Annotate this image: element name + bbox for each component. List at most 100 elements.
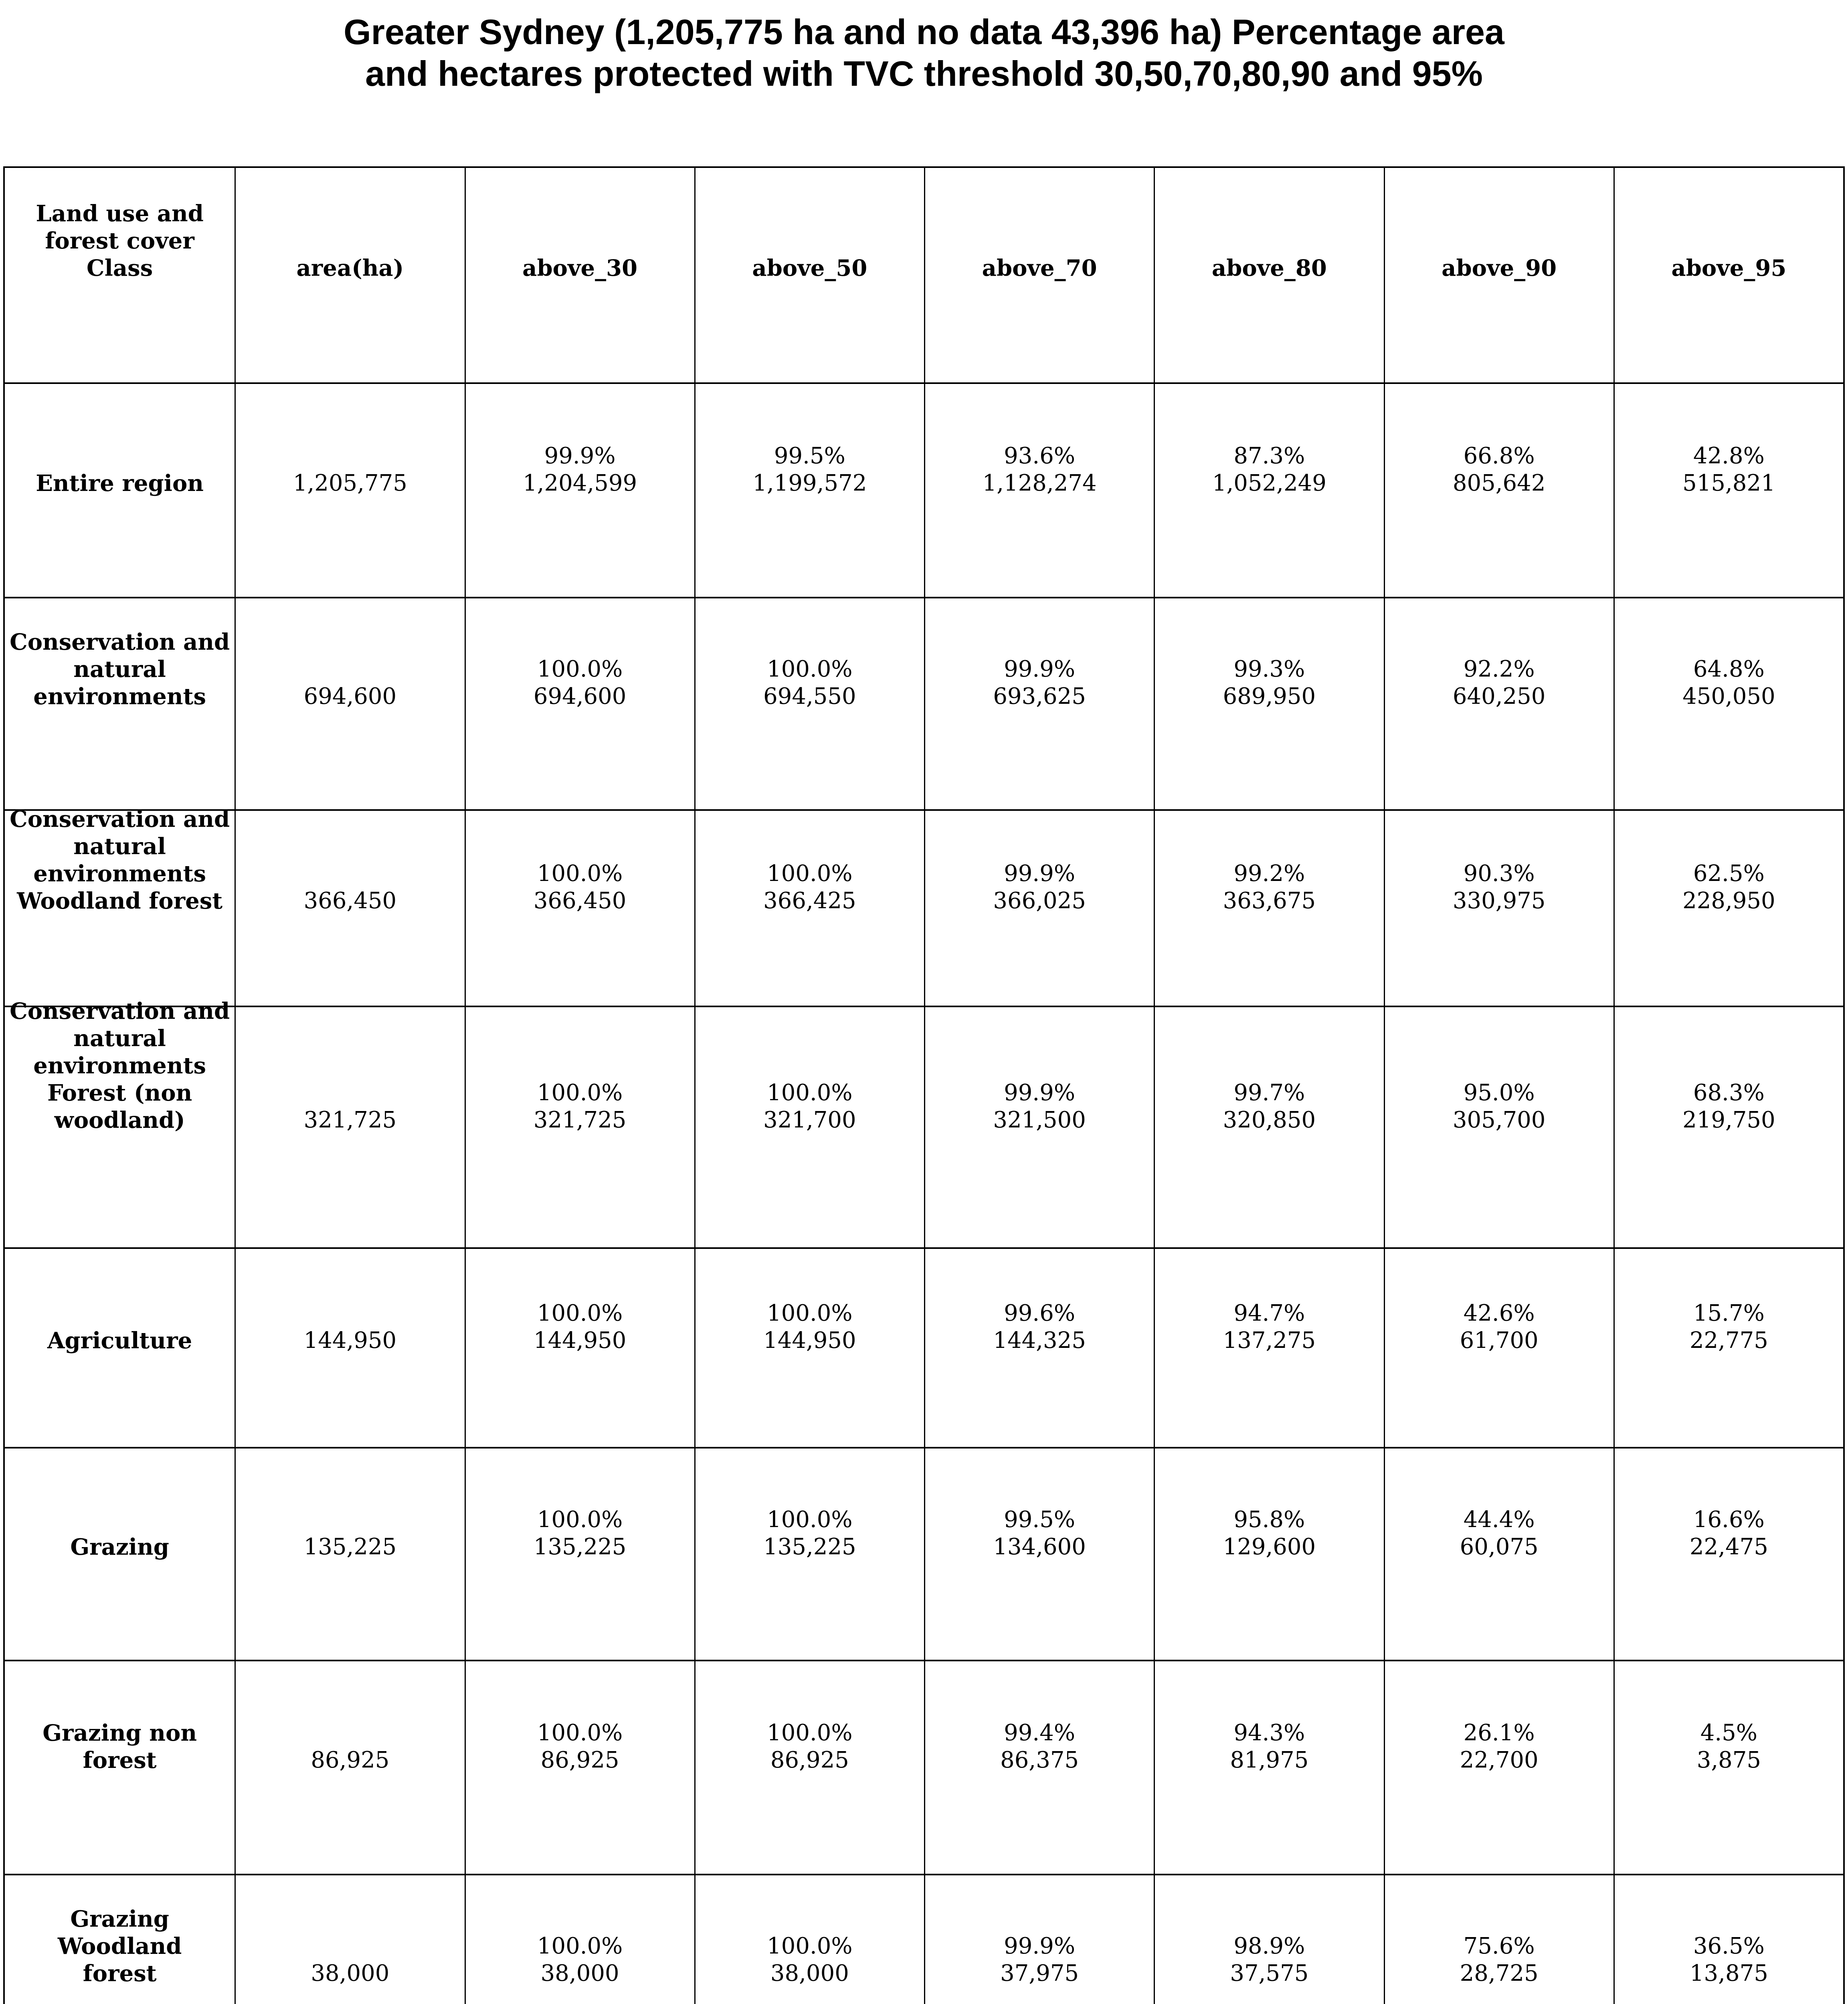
data-cell-2: 99.6% 144,325 — [924, 1249, 1154, 1447]
data-cell-4: 26.1% 22,700 — [1383, 1661, 1613, 1874]
header-col-1-text: above_30 — [522, 255, 638, 281]
data-cell-5-text: 64.8% 450,050 — [1682, 656, 1775, 709]
data-cell-0: 99.9% 1,204,599 — [464, 384, 694, 597]
table-row-2: Conservation and natural environments Woodl… — [5, 806, 1843, 1006]
data-cell-1-text: 100.0% 86,925 — [767, 1720, 853, 1773]
data-cell-4-text: 90.3% 330,975 — [1452, 861, 1546, 914]
class-cell-text: Entire region — [36, 470, 204, 497]
table-row-7: Grazing Woodland forest 38,000 100.0% 38,000… — [5, 1874, 1843, 2004]
data-cell-1: 100.0% 135,225 — [694, 1448, 924, 1660]
header-col-2: above_50 — [694, 168, 924, 382]
header-col-1: above_30 — [464, 168, 694, 382]
class-cell: Grazing Woodland forest — [5, 1875, 235, 2004]
data-cell-0-text: 100.0% 321,725 — [533, 1079, 627, 1133]
data-cell-2: 93.6% 1,128,274 — [924, 384, 1154, 597]
data-cell-1: 100.0% 366,425 — [694, 811, 924, 1006]
data-cell-0: 100.0% 694,600 — [464, 598, 694, 809]
data-cell-3: 99.2% 363,675 — [1154, 811, 1383, 1006]
class-cell-text: Grazing — [70, 1533, 169, 1560]
class-cell-text: Grazing non forest — [42, 1720, 197, 1774]
area-cell: 135,225 — [235, 1448, 464, 1660]
class-cell: Grazing — [5, 1448, 235, 1660]
data-cell-4-text: 44.4% 60,075 — [1460, 1506, 1539, 1560]
data-cell-2: 99.9% 321,500 — [924, 1007, 1154, 1247]
data-cell-4: 44.4% 60,075 — [1383, 1448, 1613, 1660]
data-cell-4-text: 92.2% 640,250 — [1452, 656, 1546, 709]
area-cell-text: 38,000 — [311, 1960, 390, 1986]
data-cell-5: 15.7% 22,775 — [1613, 1249, 1843, 1447]
data-cell-4-text: 26.1% 22,700 — [1460, 1720, 1539, 1773]
data-cell-0-text: 100.0% 366,450 — [533, 861, 627, 914]
data-cell-4-text: 42.6% 61,700 — [1460, 1300, 1539, 1354]
class-cell: Conservation and natural environments Fores… — [5, 998, 235, 1247]
data-cell-2: 99.9% 693,625 — [924, 598, 1154, 809]
data-cell-2-text: 99.9% 321,500 — [993, 1079, 1086, 1133]
data-cell-4: 95.0% 305,700 — [1383, 1007, 1613, 1247]
class-cell-text: Conservation and natural environments — [10, 629, 230, 710]
data-cell-0-text: 100.0% 694,600 — [533, 656, 627, 709]
data-cell-3: 94.3% 81,975 — [1154, 1661, 1383, 1874]
header-col-2-text: above_50 — [752, 255, 867, 281]
data-cell-0-text: 100.0% 86,925 — [537, 1720, 623, 1773]
data-cell-3-text: 99.3% 689,950 — [1223, 656, 1316, 709]
data-cell-1: 100.0% 38,000 — [694, 1875, 924, 2004]
data-cell-0: 100.0% 144,950 — [464, 1249, 694, 1447]
data-cell-1-text: 100.0% 135,225 — [763, 1506, 856, 1560]
data-cell-2-text: 99.9% 366,025 — [993, 861, 1086, 914]
area-cell-text: 135,225 — [303, 1533, 397, 1560]
data-cell-1: 99.5% 1,199,572 — [694, 384, 924, 597]
data-cell-1-text: 100.0% 144,950 — [763, 1300, 856, 1354]
data-cell-3: 99.7% 320,850 — [1154, 1007, 1383, 1247]
data-cell-0-text: 100.0% 38,000 — [537, 1933, 623, 1986]
header-col-4: above_80 — [1154, 168, 1383, 382]
class-cell: Grazing non forest — [5, 1661, 235, 1874]
area-cell: 321,725 — [235, 1007, 464, 1247]
class-cell-text: Conservation and natural environments Fores… — [10, 998, 230, 1133]
data-cell-3-text: 98.9% 37,575 — [1230, 1933, 1309, 1986]
area-cell-text: 86,925 — [311, 1747, 390, 1773]
page-title: Greater Sydney (1,205,775 ha and no data… — [0, 11, 1848, 95]
data-cell-4: 92.2% 640,250 — [1383, 598, 1613, 809]
data-cell-1-text: 99.5% 1,199,572 — [752, 442, 867, 496]
header-col-4-text: above_80 — [1211, 255, 1327, 281]
header-class: Land use and forest cover Class — [5, 168, 235, 382]
class-cell: Agriculture — [5, 1249, 235, 1447]
data-cell-1: 100.0% 144,950 — [694, 1249, 924, 1447]
data-cell-1: 100.0% 321,700 — [694, 1007, 924, 1247]
data-cell-4-text: 95.0% 305,700 — [1452, 1079, 1546, 1133]
land-use-table: Land use and forest cover Class area(ha) abo… — [3, 166, 1845, 2004]
page-title-line1: Greater Sydney (1,205,775 ha and no data… — [344, 12, 1504, 52]
data-cell-3: 98.9% 37,575 — [1154, 1875, 1383, 2004]
table-row-0: Entire region 1,205,775 99.9% 1,204,599 99.5… — [5, 382, 1843, 597]
header-col-6-text: above_95 — [1671, 255, 1787, 281]
data-cell-3-text: 99.7% 320,850 — [1223, 1079, 1316, 1133]
area-cell: 144,950 — [235, 1249, 464, 1447]
data-cell-4: 66.8% 805,642 — [1383, 384, 1613, 597]
header-col-5-text: above_90 — [1442, 255, 1557, 281]
header-col-3-text: above_70 — [982, 255, 1097, 281]
data-cell-2-text: 99.4% 86,375 — [1000, 1720, 1079, 1773]
table-row-6: Grazing non forest 86,925 100.0% 86,925 100.0… — [5, 1660, 1843, 1874]
data-cell-3: 95.8% 129,600 — [1154, 1448, 1383, 1660]
data-cell-5: 68.3% 219,750 — [1613, 1007, 1843, 1247]
data-cell-2-text: 99.9% 693,625 — [993, 656, 1086, 709]
table-row-4: Agriculture 144,950 100.0% 144,950 100.0% 144… — [5, 1247, 1843, 1447]
table-header-row: Land use and forest cover Class area(ha) abo… — [5, 168, 1843, 382]
data-cell-0: 100.0% 321,725 — [464, 1007, 694, 1247]
area-cell-text: 1,205,775 — [293, 470, 407, 496]
data-cell-3: 87.3% 1,052,249 — [1154, 384, 1383, 597]
header-class-text: Land use and forest cover Class — [36, 200, 204, 281]
data-cell-5: 16.6% 22,475 — [1613, 1448, 1843, 1660]
data-cell-5-text: 62.5% 228,950 — [1682, 861, 1775, 914]
data-cell-5: 64.8% 450,050 — [1613, 598, 1843, 809]
area-cell: 366,450 — [235, 811, 464, 1006]
data-cell-2: 99.4% 86,375 — [924, 1661, 1154, 1874]
data-cell-0: 100.0% 366,450 — [464, 811, 694, 1006]
header-col-3: above_70 — [924, 168, 1154, 382]
data-cell-5-text: 16.6% 22,475 — [1689, 1506, 1768, 1560]
class-cell-text: Grazing Woodland forest — [57, 1906, 182, 1987]
class-cell: Conservation and natural environments Woodl… — [5, 806, 235, 1006]
area-cell-text: 144,950 — [303, 1327, 397, 1354]
data-cell-3: 99.3% 689,950 — [1154, 598, 1383, 809]
